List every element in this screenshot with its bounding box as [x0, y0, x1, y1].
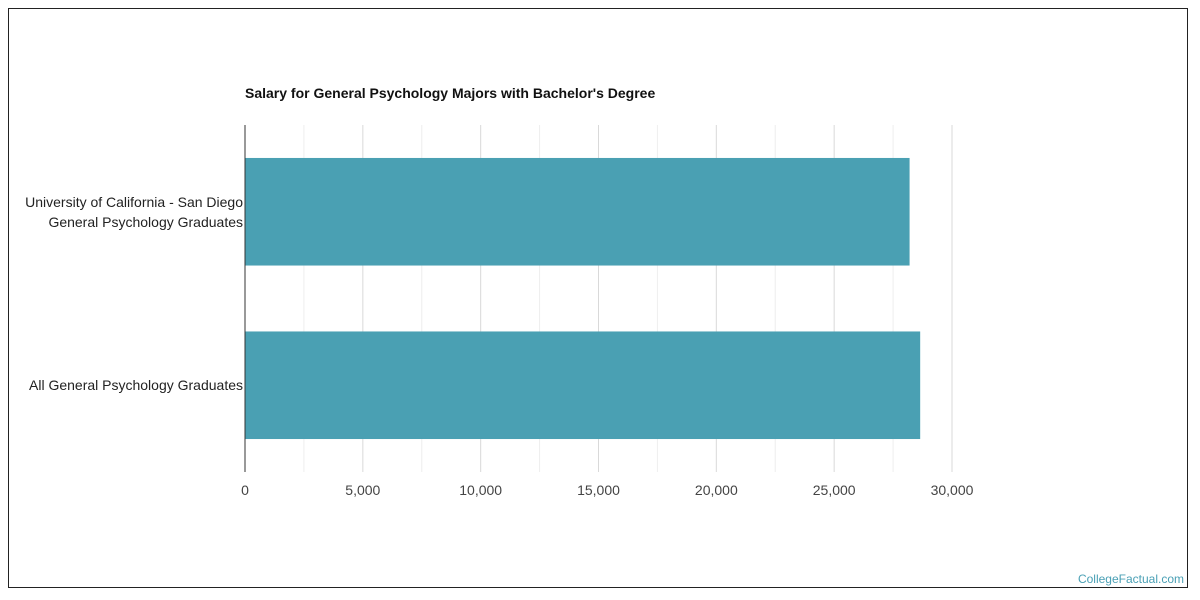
x-tick-label: 20,000	[695, 482, 738, 498]
bar	[245, 157, 910, 266]
x-tick-label: 10,000	[459, 482, 502, 498]
x-tick-label: 25,000	[813, 482, 856, 498]
x-tick-label: 0	[241, 482, 249, 498]
chart-title: Salary for General Psychology Majors wit…	[245, 85, 656, 101]
watermark[interactable]: CollegeFactual.com	[1077, 572, 1184, 586]
category-label: University of California - San Diego Gen…	[25, 193, 243, 230]
category-label: All General Psychology Graduates	[29, 377, 243, 394]
x-tick-label: 5,000	[345, 482, 380, 498]
x-tick-label: 15,000	[577, 482, 620, 498]
x-tick-label: 30,000	[931, 482, 974, 498]
bar	[245, 331, 921, 440]
